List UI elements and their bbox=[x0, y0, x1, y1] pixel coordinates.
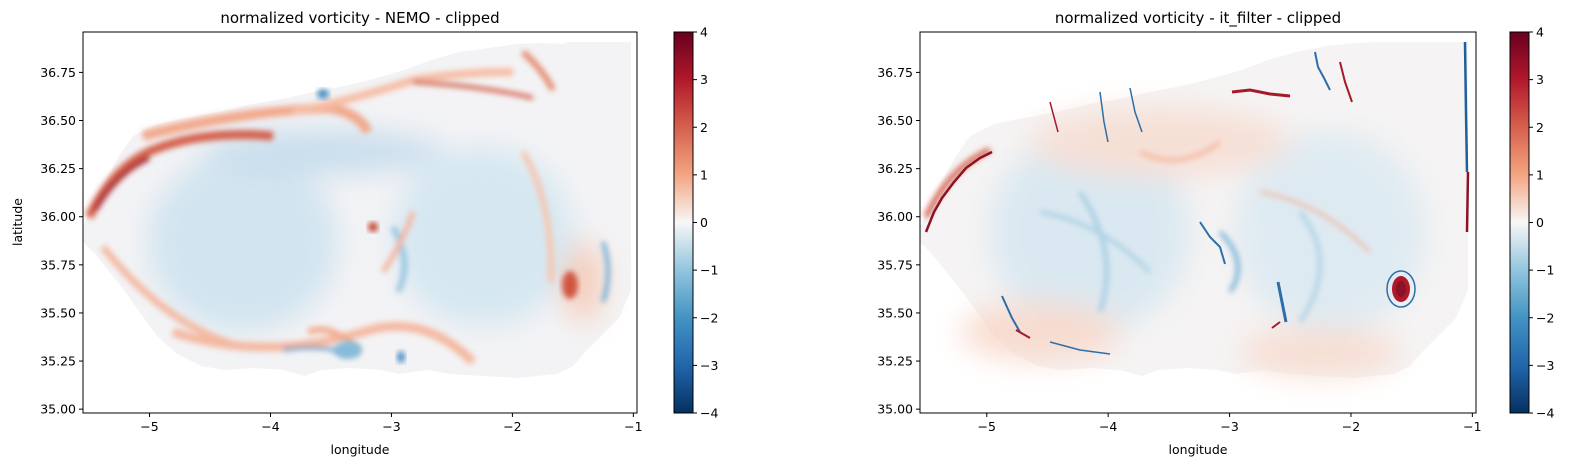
panel-nemo: −5 −4 −3 −2 −1 35.00 35.25 35.50 35.75 36.00 36.25… bbox=[10, 9, 718, 457]
colorbar-tick-label: −2 bbox=[700, 310, 718, 325]
colorbar-tick-label: 3 bbox=[1536, 72, 1544, 87]
colorbar-tick-label: 0 bbox=[700, 215, 708, 230]
colorbar-tick-label: 4 bbox=[700, 25, 708, 40]
y-tick-label: 36.75 bbox=[40, 65, 76, 80]
axes-frame bbox=[919, 31, 1477, 414]
colorbar-tick-label: 1 bbox=[1536, 167, 1544, 182]
y-tick-label: 35.00 bbox=[40, 402, 76, 417]
y-tick-label: 36.50 bbox=[877, 113, 913, 128]
axes-it-filter: −5 −4 −3 −2 −1 35.00 35.25 35.50 35.75 36.00 36.25… bbox=[877, 65, 1481, 434]
colorbar-tick-label: 3 bbox=[700, 72, 708, 87]
axes-frame bbox=[82, 31, 638, 414]
x-tick-label: −5 bbox=[140, 419, 158, 434]
x-tick-label: −2 bbox=[1342, 419, 1360, 434]
colorbar-tick-label: 4 bbox=[1536, 25, 1544, 40]
x-tick-label: −4 bbox=[1099, 419, 1117, 434]
y-tick-label: 35.50 bbox=[877, 305, 913, 320]
y-tick-label: 35.75 bbox=[877, 257, 913, 272]
colorbar-tick-label: 1 bbox=[700, 167, 708, 182]
colorbar-axis-nemo: −4 −3 −2 −1 0 1 2 3 4 bbox=[693, 25, 718, 421]
y-tick-label: 35.75 bbox=[40, 257, 76, 272]
x-tick-label: −5 bbox=[978, 419, 996, 434]
colorbar-tick-label: −1 bbox=[1536, 263, 1554, 278]
colorbar-tick-label: 0 bbox=[1536, 215, 1544, 230]
heatmap-field-nemo bbox=[83, 42, 631, 378]
x-tick-label: −1 bbox=[1463, 419, 1481, 434]
colorbar-tick-label: −1 bbox=[700, 263, 718, 278]
colorbar bbox=[1509, 31, 1530, 414]
x-tick-label: −3 bbox=[1220, 419, 1238, 434]
heatmap-field-it-filter bbox=[920, 41, 1470, 378]
y-tick-label: 35.50 bbox=[40, 305, 76, 320]
colorbar-tick-label: −4 bbox=[700, 406, 718, 421]
colorbar-tick-label: −3 bbox=[1536, 358, 1554, 373]
axes-nemo: −5 −4 −3 −2 −1 35.00 35.25 35.50 35.75 36.00 36.25… bbox=[40, 65, 642, 434]
x-tick-label: −2 bbox=[503, 419, 521, 434]
y-tick-label: 35.25 bbox=[877, 354, 913, 369]
colorbar-tick-label: 2 bbox=[1536, 120, 1544, 135]
x-axis-label: longitude bbox=[1169, 442, 1228, 457]
chart-title: normalized vorticity - it_filter - clipp… bbox=[1055, 9, 1341, 28]
panel-it-filter: −5 −4 −3 −2 −1 35.00 35.25 35.50 35.75 36.00 36.25… bbox=[877, 9, 1554, 457]
y-tick-label: 36.50 bbox=[40, 113, 76, 128]
chart-title: normalized vorticity - NEMO - clipped bbox=[220, 9, 499, 27]
x-tick-label: −1 bbox=[624, 419, 642, 434]
colorbar-tick-label: −2 bbox=[1536, 310, 1554, 325]
colorbar-tick-label: 2 bbox=[700, 120, 708, 135]
colorbar bbox=[673, 31, 694, 414]
y-tick-label: 35.25 bbox=[40, 354, 76, 369]
x-tick-label: −4 bbox=[261, 419, 279, 434]
x-axis-label: longitude bbox=[331, 442, 390, 457]
x-tick-label: −3 bbox=[382, 419, 400, 434]
y-tick-label: 36.00 bbox=[877, 209, 913, 224]
y-tick-label: 36.25 bbox=[40, 161, 76, 176]
y-tick-label: 36.75 bbox=[877, 65, 913, 80]
colorbar-axis-it-filter: −4 −3 −2 −1 0 1 2 3 4 bbox=[1529, 25, 1554, 421]
y-tick-label: 35.00 bbox=[877, 402, 913, 417]
colorbar-tick-label: −3 bbox=[700, 358, 718, 373]
y-tick-label: 36.00 bbox=[40, 209, 76, 224]
colorbar-tick-label: −4 bbox=[1536, 406, 1554, 421]
y-tick-label: 36.25 bbox=[877, 161, 913, 176]
y-axis-label: latitude bbox=[10, 198, 25, 246]
